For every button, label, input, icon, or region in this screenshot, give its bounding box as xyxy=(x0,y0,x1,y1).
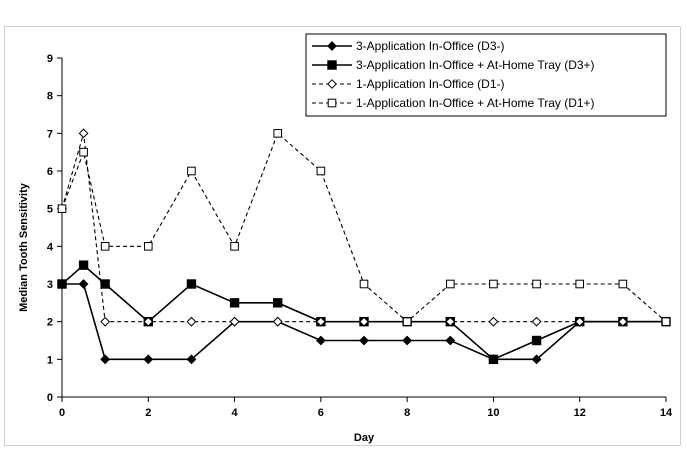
legend-box xyxy=(305,33,667,117)
chart-frame: 0 1 2 3 4 5 6 7 8 9 0 2 4 6 8 10 12 14 Day Median Tooth S… xyxy=(4,26,681,446)
legend-marker xyxy=(327,79,337,89)
data-point xyxy=(617,316,628,327)
data-point xyxy=(229,298,240,308)
data-point xyxy=(316,166,326,176)
data-point xyxy=(488,316,499,327)
data-point xyxy=(230,242,239,251)
data-point xyxy=(78,279,89,289)
series-line xyxy=(61,133,666,323)
x-tick-label: 14 xyxy=(660,407,673,419)
y-tick-label: 8 xyxy=(47,91,53,103)
y-tick-label: 0 xyxy=(47,392,53,404)
data-point xyxy=(100,279,110,289)
data-point xyxy=(273,129,283,138)
data-point xyxy=(187,166,196,176)
y-tick-label: 9 xyxy=(47,53,53,65)
data-point xyxy=(78,128,89,139)
data-point xyxy=(575,279,585,289)
x-tick-label: 4 xyxy=(232,407,239,419)
legend-item: 1-Application In-Office (D1-) xyxy=(312,77,505,91)
data-point xyxy=(100,354,111,365)
series-group xyxy=(57,128,671,365)
data-point xyxy=(186,316,197,327)
series-3 xyxy=(57,128,671,327)
x-tick-label: 0 xyxy=(59,407,65,419)
data-point xyxy=(489,279,498,289)
data-point xyxy=(186,279,197,289)
legend-marker xyxy=(327,41,337,51)
x-tick-label: 2 xyxy=(145,407,151,419)
data-point xyxy=(100,242,110,251)
legend-item: 3-Application In-Office (D3-) xyxy=(312,39,505,53)
legend-marker xyxy=(327,98,337,108)
data-point xyxy=(315,316,326,327)
data-point xyxy=(574,316,585,327)
data-point xyxy=(531,316,542,327)
y-tick-label: 7 xyxy=(47,128,53,140)
data-point xyxy=(531,354,542,365)
data-point xyxy=(488,354,499,365)
x-tick-label: 6 xyxy=(318,407,324,419)
series-line xyxy=(61,132,667,323)
data-point xyxy=(273,298,283,308)
y-tick-label: 3 xyxy=(47,279,53,291)
data-point xyxy=(531,335,542,346)
x-tick-label: 8 xyxy=(404,407,410,419)
data-point xyxy=(57,279,67,289)
legend: 3-Application In-Office (D3-) 3-Applicati… xyxy=(305,33,667,117)
x-tick-label: 10 xyxy=(487,407,499,419)
data-point xyxy=(445,316,456,327)
y-tick-label: 2 xyxy=(47,317,53,329)
data-point xyxy=(402,317,412,326)
x-axis-label: Day xyxy=(354,432,375,444)
data-point xyxy=(359,279,369,289)
y-tick-label: 6 xyxy=(47,166,53,178)
series-2 xyxy=(57,260,671,365)
data-point xyxy=(445,335,456,346)
x-tick-label: 12 xyxy=(574,407,586,419)
data-point xyxy=(186,354,197,365)
legend-marker xyxy=(327,60,337,70)
series-4 xyxy=(57,129,671,326)
data-point xyxy=(532,279,541,289)
legend-label: 1-Application In-Office + At-Home Tray (… xyxy=(356,96,595,110)
data-point xyxy=(402,335,413,346)
y-axis-label: Median Tooth Sensitivity xyxy=(18,182,30,312)
data-point xyxy=(100,316,111,327)
data-point xyxy=(272,316,283,327)
legend-item: 1-Application In-Office + At-Home Tray (… xyxy=(312,96,595,110)
legend-label: 1-Application In-Office (D1-) xyxy=(356,77,505,91)
data-point xyxy=(661,317,671,326)
legend-label: 3-Application In-Office + At-Home Tray (… xyxy=(356,58,595,72)
data-point xyxy=(315,335,326,346)
data-point xyxy=(79,147,88,157)
y-tick-label: 5 xyxy=(47,204,53,216)
series-line xyxy=(62,283,666,361)
data-point xyxy=(445,279,455,289)
data-point xyxy=(57,204,67,213)
data-point xyxy=(78,260,89,270)
data-point xyxy=(359,316,369,327)
data-point xyxy=(618,279,628,289)
legend-item: 3-Application In-Office + At-Home Tray (… xyxy=(312,58,595,72)
y-tick-label: 1 xyxy=(47,354,53,366)
data-point xyxy=(143,242,153,251)
data-point xyxy=(229,316,240,327)
data-point xyxy=(143,354,154,365)
data-point xyxy=(143,316,154,327)
y-tick-label: 4 xyxy=(47,241,54,253)
legend-label: 3-Application In-Office (D3-) xyxy=(356,39,505,53)
data-point xyxy=(359,335,369,346)
